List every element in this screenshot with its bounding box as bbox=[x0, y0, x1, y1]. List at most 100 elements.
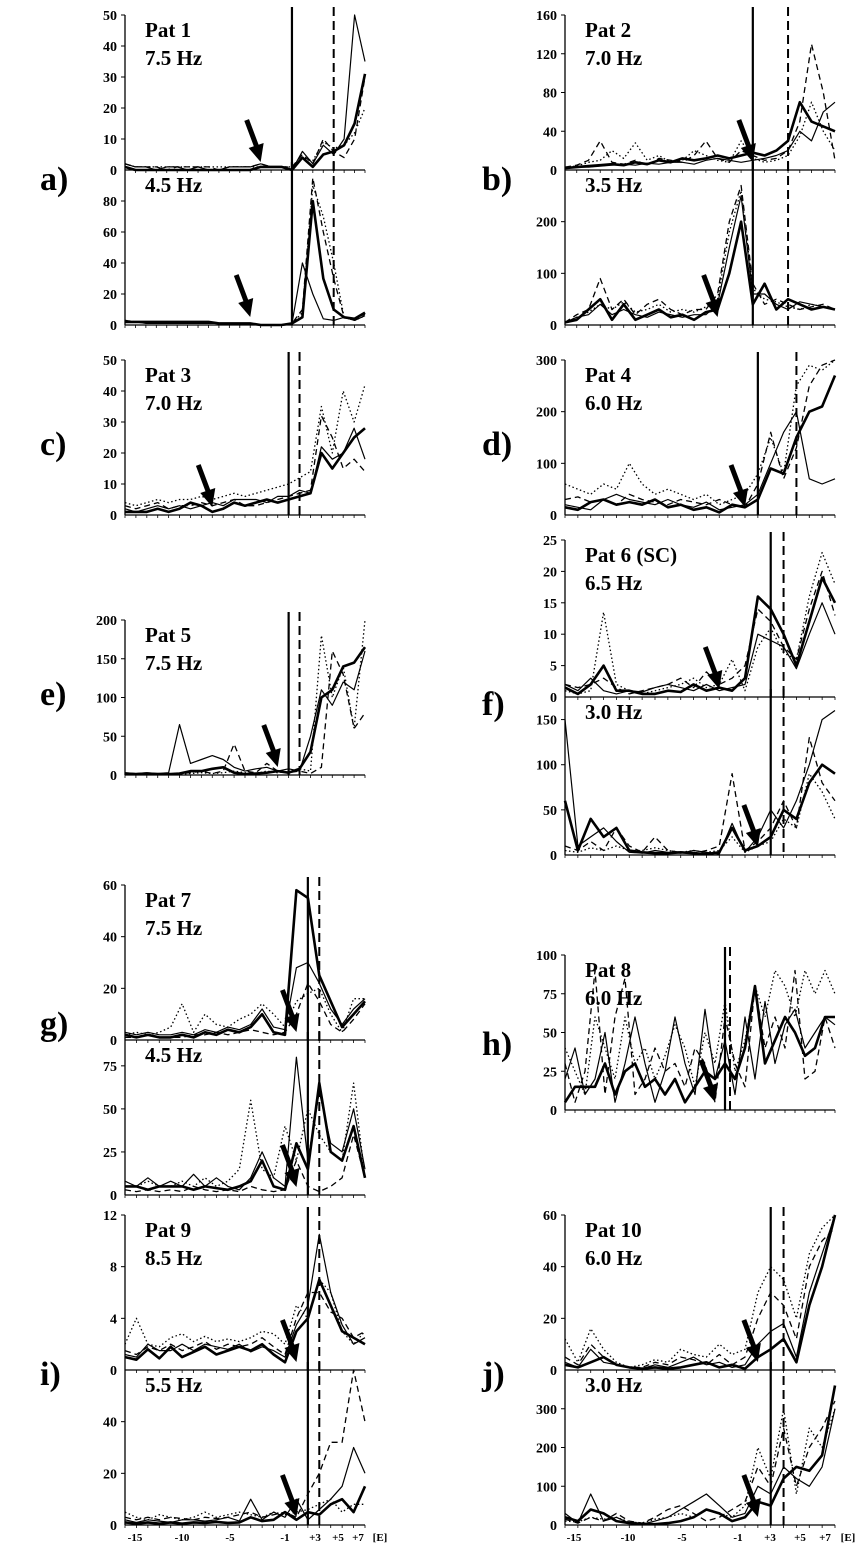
y-tick-label: 12 bbox=[103, 1209, 117, 1224]
series-dashed-line bbox=[124, 1291, 366, 1356]
series-thin-line bbox=[564, 1000, 836, 1103]
subplot-14: 20 40 0 5.5 Hz bbox=[103, 1362, 367, 1534]
series-dashed-line bbox=[564, 184, 836, 323]
y-zero-label: 0 bbox=[550, 849, 557, 864]
series-thin-line bbox=[564, 710, 836, 855]
series-dotted-line bbox=[124, 987, 365, 1036]
y-tick-label: 100 bbox=[536, 949, 557, 964]
y-tick-label: 50 bbox=[103, 1103, 117, 1118]
y-tick-label: 25 bbox=[103, 1146, 117, 1161]
y-tick-label: 20 bbox=[543, 565, 557, 580]
y-zero-label: 0 bbox=[550, 1104, 557, 1119]
arrow-icon bbox=[741, 804, 761, 847]
series-dotted-line bbox=[564, 359, 836, 506]
x-tick-label: -5 bbox=[677, 1532, 687, 1544]
panel-letter: j) bbox=[481, 1356, 505, 1393]
subplot-1: 10 20 30 40 50 0 Pat 1 7.5 Hz bbox=[103, 7, 367, 179]
subplot-9: 50 100 150 0 3.0 Hz bbox=[536, 689, 836, 864]
arrow-icon bbox=[698, 1059, 718, 1102]
subplot-6: 100 200 300 0 Pat 4 6.0 Hz bbox=[536, 352, 837, 524]
patient-label: Pat 7 bbox=[145, 888, 191, 912]
series-dotted-line bbox=[564, 190, 836, 323]
series-dashed-line bbox=[564, 359, 836, 508]
series-dotted-line bbox=[564, 101, 836, 168]
panel-letter: e) bbox=[40, 676, 66, 713]
arrow-icon bbox=[701, 274, 721, 317]
y-tick-label: 15 bbox=[543, 597, 557, 612]
y-tick-label: 100 bbox=[536, 457, 557, 472]
y-tick-label: 10 bbox=[543, 628, 557, 643]
y-tick-label: 50 bbox=[103, 354, 117, 369]
y-tick-label: 40 bbox=[103, 257, 117, 272]
y-tick-label: 40 bbox=[543, 1261, 557, 1276]
y-tick-label: 40 bbox=[103, 931, 117, 946]
y-tick-label: 80 bbox=[103, 195, 117, 210]
y-tick-label: 200 bbox=[96, 614, 117, 629]
y-tick-label: 75 bbox=[543, 988, 557, 1003]
arrow-icon bbox=[736, 119, 756, 162]
patient-label: Pat 4 bbox=[585, 363, 632, 387]
y-zero-label: 0 bbox=[550, 1364, 557, 1379]
patient-label: Pat 1 bbox=[145, 18, 191, 42]
series-dashed-line bbox=[124, 415, 366, 510]
y-tick-label: 20 bbox=[543, 1312, 557, 1327]
arrow-icon bbox=[233, 274, 254, 317]
subplot-4: 100 200 0 3.5 Hz bbox=[536, 162, 836, 334]
y-tick-label: 60 bbox=[543, 1209, 557, 1224]
series-dotted-line bbox=[124, 107, 366, 168]
series-thick-line bbox=[124, 1278, 366, 1364]
y-tick-label: 100 bbox=[536, 1480, 557, 1495]
y-tick-label: 300 bbox=[536, 354, 557, 369]
subplot-11: 25 50 75 0 4.5 Hz bbox=[103, 1032, 367, 1204]
subplot-15: 20 40 60 0 Pat 10 6.0 Hz bbox=[543, 1207, 837, 1379]
y-tick-label: 30 bbox=[103, 71, 117, 86]
series-dashed-line bbox=[124, 1369, 366, 1521]
frequency-label: 3.0 Hz bbox=[585, 700, 642, 724]
y-tick-label: 50 bbox=[103, 9, 117, 24]
y-tick-label: 20 bbox=[103, 1467, 117, 1482]
patient-label: Pat 2 bbox=[585, 18, 631, 42]
patient-label: Pat 8 bbox=[585, 958, 631, 982]
frequency-label: 6.0 Hz bbox=[585, 986, 642, 1010]
series-dotted-line bbox=[564, 1214, 836, 1369]
arrow-icon bbox=[195, 464, 216, 507]
subplot-13: 4 8 12 0 Pat 9 8.5 Hz bbox=[103, 1207, 366, 1379]
panel-letter: d) bbox=[482, 426, 512, 463]
y-zero-label: 0 bbox=[110, 1519, 117, 1534]
x-tick-label: -15 bbox=[567, 1532, 582, 1544]
series-thin-line bbox=[564, 1214, 836, 1370]
y-zero-label: 0 bbox=[110, 319, 117, 334]
y-tick-label: 50 bbox=[543, 804, 557, 819]
subplot-5: 10 20 30 40 50 0 Pat 3 7.0 Hz bbox=[103, 352, 366, 524]
series-thick-line bbox=[564, 576, 837, 696]
y-tick-label: 40 bbox=[103, 40, 117, 55]
panel-letter: h) bbox=[482, 1026, 512, 1063]
subplot-8: 5 10 15 20 25 0 Pat 6 (SC) 6.5 Hz bbox=[543, 532, 837, 706]
x-tick-label: [E] bbox=[841, 1532, 856, 1544]
arrow-icon bbox=[261, 724, 281, 767]
panel-letter: b) bbox=[482, 161, 512, 198]
arrow-icon bbox=[741, 1319, 761, 1362]
series-dotted-line bbox=[564, 1408, 836, 1524]
frequency-label: 6.5 Hz bbox=[585, 571, 642, 595]
y-tick-label: 200 bbox=[536, 216, 557, 231]
series-thin-line bbox=[124, 961, 366, 1036]
panel-letter: f) bbox=[482, 686, 505, 723]
arrow-icon bbox=[741, 1474, 761, 1517]
x-tick-label: -10 bbox=[175, 1532, 190, 1544]
series-thin-line bbox=[564, 602, 836, 695]
x-tick-label: +5 bbox=[794, 1532, 806, 1544]
series-thick-line bbox=[124, 1485, 367, 1525]
patient-label: Pat 5 bbox=[145, 623, 191, 647]
subplot-10: 20 40 60 0 Pat 7 7.5 Hz bbox=[103, 877, 366, 1049]
arrow-icon bbox=[728, 464, 748, 507]
y-tick-label: 80 bbox=[543, 87, 557, 102]
y-tick-label: 60 bbox=[103, 879, 117, 894]
series-thin-line bbox=[124, 1446, 366, 1524]
y-tick-label: 25 bbox=[543, 1065, 557, 1080]
series-dashed-line bbox=[564, 969, 836, 1103]
y-tick-label: 8 bbox=[110, 1261, 117, 1276]
frequency-label: 7.5 Hz bbox=[145, 651, 202, 675]
series-dashed-line bbox=[124, 1134, 366, 1193]
series-thin-line bbox=[564, 411, 836, 511]
